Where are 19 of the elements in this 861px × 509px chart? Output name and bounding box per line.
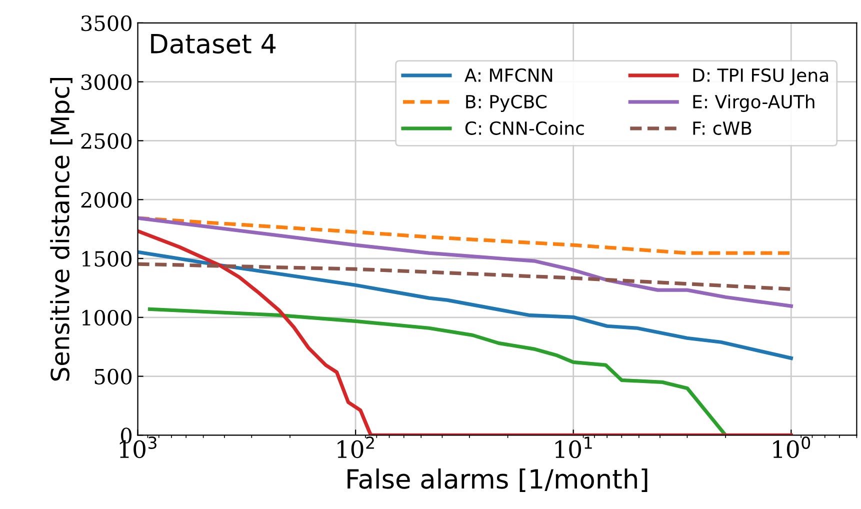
x-tick-label: 10$^{0}$: [773, 436, 810, 458]
legend-label: B: PyCBC: [466, 94, 546, 112]
x-tick-label: 10$^{1}$: [555, 436, 592, 458]
y-tick-label: 3000: [81, 74, 132, 90]
y-tick-label: 2000: [81, 192, 132, 208]
legend-label: A: MFCNN: [464, 68, 552, 82]
y-tick-label: 2500: [81, 133, 132, 149]
legend-label: F: cWB: [693, 122, 752, 135]
y-tick-label: 3500: [81, 15, 132, 32]
chart-title: Dataset 4: [151, 34, 276, 54]
x-axis-title: False alarms [1/month]: [348, 468, 648, 492]
legend-label: D: TPI FSU Jena: [693, 68, 828, 86]
y-tick-label: 500: [94, 368, 132, 385]
y-tick-label: 1500: [82, 250, 132, 267]
legend-label: E: Virgo-AUTh: [693, 94, 814, 112]
y-axis-title: Sensitive distance [Mpc]: [50, 78, 74, 381]
y-tick-label: 1000: [82, 310, 132, 326]
legend-label: C: CNN-Coinc: [465, 121, 584, 135]
x-tick-label: 10$^{2}$: [338, 436, 374, 458]
